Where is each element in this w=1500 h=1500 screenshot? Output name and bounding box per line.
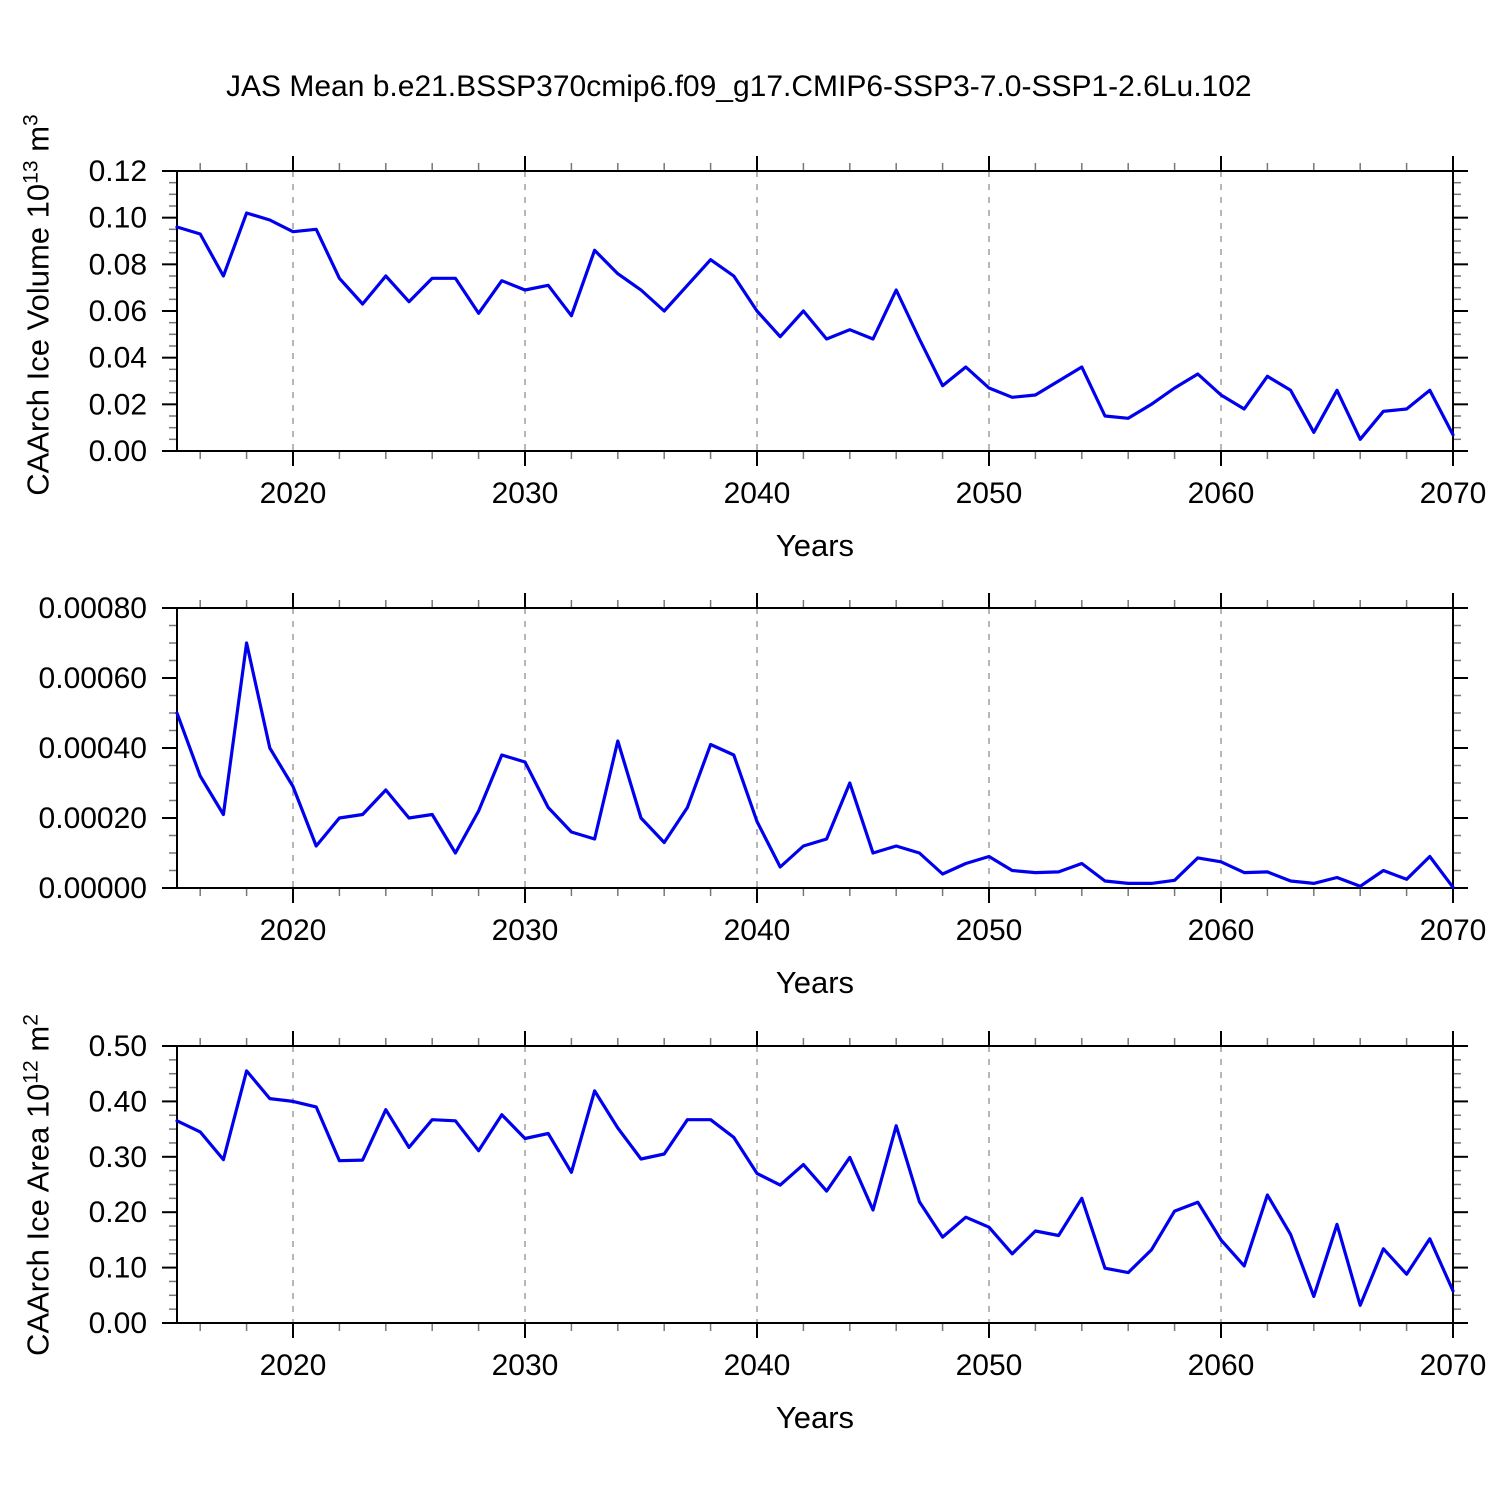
x-tick-label: 2050: [956, 477, 1023, 510]
y-tick-label: 0.00: [89, 1307, 147, 1340]
y-tick-label: 0.00020: [39, 802, 147, 835]
x-tick-label: 2030: [492, 477, 559, 510]
y-tick-label: 0.08: [89, 248, 147, 281]
y-tick-label: 0.30: [89, 1141, 147, 1174]
x-tick-label: 2070: [1420, 477, 1487, 510]
x-tick-label: 2020: [260, 914, 327, 947]
x-tick-label: 2060: [1188, 1349, 1255, 1382]
caarch-ice-volume-line: [175, 211, 1455, 441]
y-tick-label: 0.00040: [39, 732, 147, 765]
y-tick-label: 0.00080: [39, 592, 147, 625]
figure-title: JAS Mean b.e21.BSSP370cmip6.f09_g17.CMIP…: [226, 70, 1252, 103]
y-tick-label: 0.02: [89, 388, 147, 421]
y-tick-label: 0.04: [89, 342, 147, 375]
x-tick-label: 2050: [956, 1349, 1023, 1382]
y-tick-label: 0.20: [89, 1196, 147, 1229]
middle-series-chart: 2020 2030 2040 2050 2060 2070 0.00000 0.00020 0.…: [0, 577, 1500, 962]
x-tick-label: 2030: [492, 1349, 559, 1382]
x-tick-label: 2060: [1188, 477, 1255, 510]
caarch-ice-middle-series-line: [175, 641, 1455, 889]
y-tick-label: 0.12: [89, 155, 147, 188]
ice-area-plot-area: 2020 2030 2040 2050 2060 2070 0.00 0.10 0.20 0.30…: [89, 1030, 1487, 1382]
ice-area-x-axis-title: Years: [775, 1400, 855, 1435]
x-tick-label: 2070: [1420, 1349, 1487, 1382]
x-tick-label: 2040: [724, 477, 791, 510]
x-tick-label: 2040: [724, 914, 791, 947]
y-tick-label: 0.00: [89, 435, 147, 468]
y-tick-label: 0.10: [89, 202, 147, 235]
ice-area-chart: 2020 2030 2040 2050 2060 2070 0.00 0.10 0.20 0.30…: [0, 1015, 1500, 1395]
x-tick-label: 2020: [260, 1349, 327, 1382]
ice-volume-x-axis-title: Years: [775, 528, 855, 563]
y-tick-label: 0.00060: [39, 662, 147, 695]
ice-volume-chart: 2020 2030 2040 2050 2060 2070 0.00 0.02 0.04 0.06…: [0, 140, 1500, 525]
x-tick-label: 2040: [724, 1349, 791, 1382]
x-tick-label: 2060: [1188, 914, 1255, 947]
middle-series-x-axis-title: Years: [775, 965, 855, 1000]
x-tick-label: 2030: [492, 914, 559, 947]
y-tick-label: 0.40: [89, 1085, 147, 1118]
caarch-ice-area-line: [175, 1069, 1455, 1307]
ice-volume-plot-area: 2020 2030 2040 2050 2060 2070 0.00 0.02 0.04 0.06…: [89, 155, 1487, 510]
y-tick-label: 0.06: [89, 295, 147, 328]
y-tick-label: 0.50: [89, 1030, 147, 1063]
x-tick-label: 2050: [956, 914, 1023, 947]
y-tick-label: 0.10: [89, 1252, 147, 1285]
middle-series-plot-area: 2020 2030 2040 2050 2060 2070 0.00000 0.00020 0.…: [39, 592, 1487, 947]
y-tick-label: 0.00000: [39, 872, 147, 905]
x-tick-label: 2020: [260, 477, 327, 510]
x-tick-label: 2070: [1420, 914, 1487, 947]
